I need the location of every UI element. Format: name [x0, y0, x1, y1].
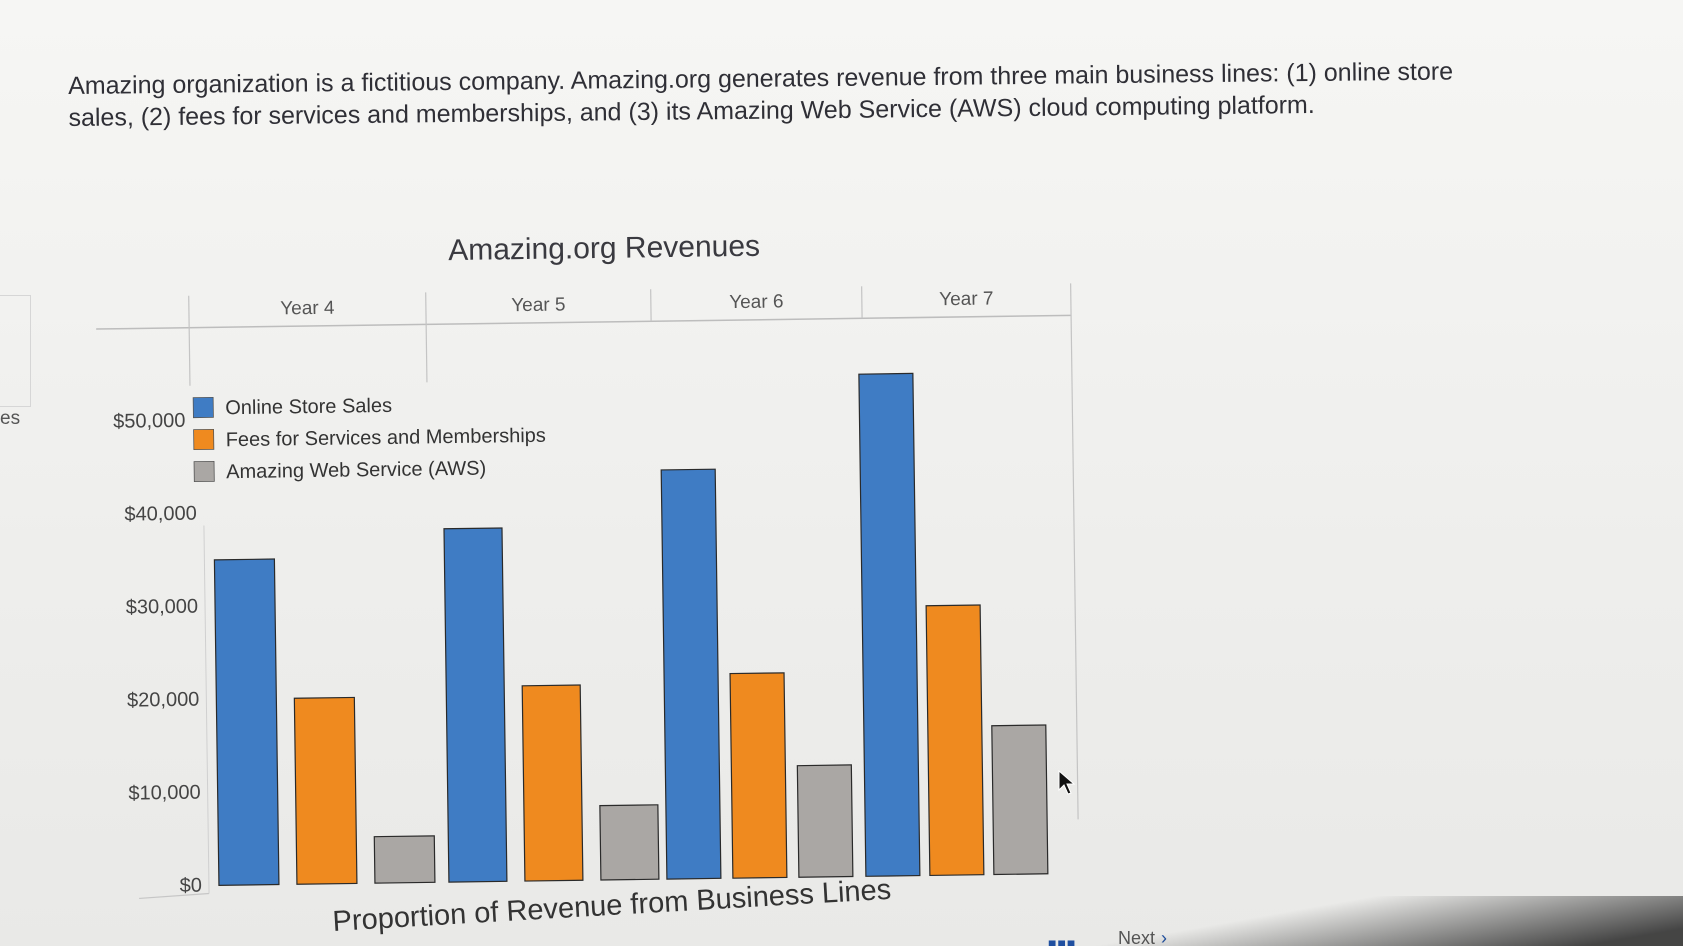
y-tick-label: $0 [180, 875, 203, 897]
chart-title: Amazing.org Revenues [448, 230, 760, 267]
bar-year-7-series-3 [991, 724, 1049, 876]
chart-bottom-subtitle: Proportion of Revenue from Business Line… [332, 874, 892, 938]
category-label: Year 6 [729, 291, 784, 313]
legend-swatch [193, 428, 215, 451]
y-tick-label: $10,000 [128, 782, 201, 805]
mouse-cursor-icon [1058, 770, 1076, 795]
bar-year-6-series-3 [796, 764, 854, 878]
bar-year-5-series-2 [521, 684, 584, 882]
y-tick-label: $50,000 [113, 410, 186, 433]
bar-year-6-series-1 [660, 468, 722, 880]
bar-year-4-series-3 [373, 835, 436, 884]
category-label: Year 7 [939, 288, 994, 310]
bar-year-5-series-3 [599, 804, 660, 881]
chevron-right-icon: › [1161, 928, 1168, 946]
left-panel-edge [0, 295, 31, 407]
x-axis-stub [139, 892, 210, 900]
legend-label: Amazing Web Service (AWS) [226, 458, 486, 484]
y-tick-label: $40,000 [124, 503, 197, 526]
y-axis-line [203, 525, 210, 894]
y-tick-label: $20,000 [127, 689, 200, 712]
header-bottom-line [96, 314, 1072, 330]
legend-swatch [192, 396, 214, 419]
menu-dots-icon[interactable]: ■■■ [1048, 935, 1077, 946]
legend-swatch [193, 460, 215, 483]
next-label: Next [1118, 928, 1156, 946]
chart-body: Amazing.org Revenues Year 4 Year 5 Year 6 Ye… [96, 230, 1079, 938]
header-divider-0 [188, 295, 191, 386]
left-edge-text: es [0, 408, 21, 429]
legend-label: Online Store Sales [225, 395, 392, 419]
next-button[interactable]: Next › [1118, 928, 1167, 946]
header-divider-1 [425, 292, 428, 383]
bar-year-5-series-1 [443, 527, 508, 883]
bar-year-7-series-1 [858, 372, 921, 877]
category-label: Year 4 [280, 298, 335, 320]
bar-year-6-series-2 [729, 672, 788, 879]
bar-year-4-series-1 [213, 558, 280, 886]
header-divider-4 [1070, 283, 1079, 820]
category-label: Year 5 [511, 294, 566, 316]
legend-label: Fees for Services and Memberships [226, 425, 546, 451]
bar-year-4-series-2 [293, 696, 358, 885]
bar-year-7-series-2 [925, 604, 985, 877]
y-tick-label: $30,000 [126, 596, 199, 619]
